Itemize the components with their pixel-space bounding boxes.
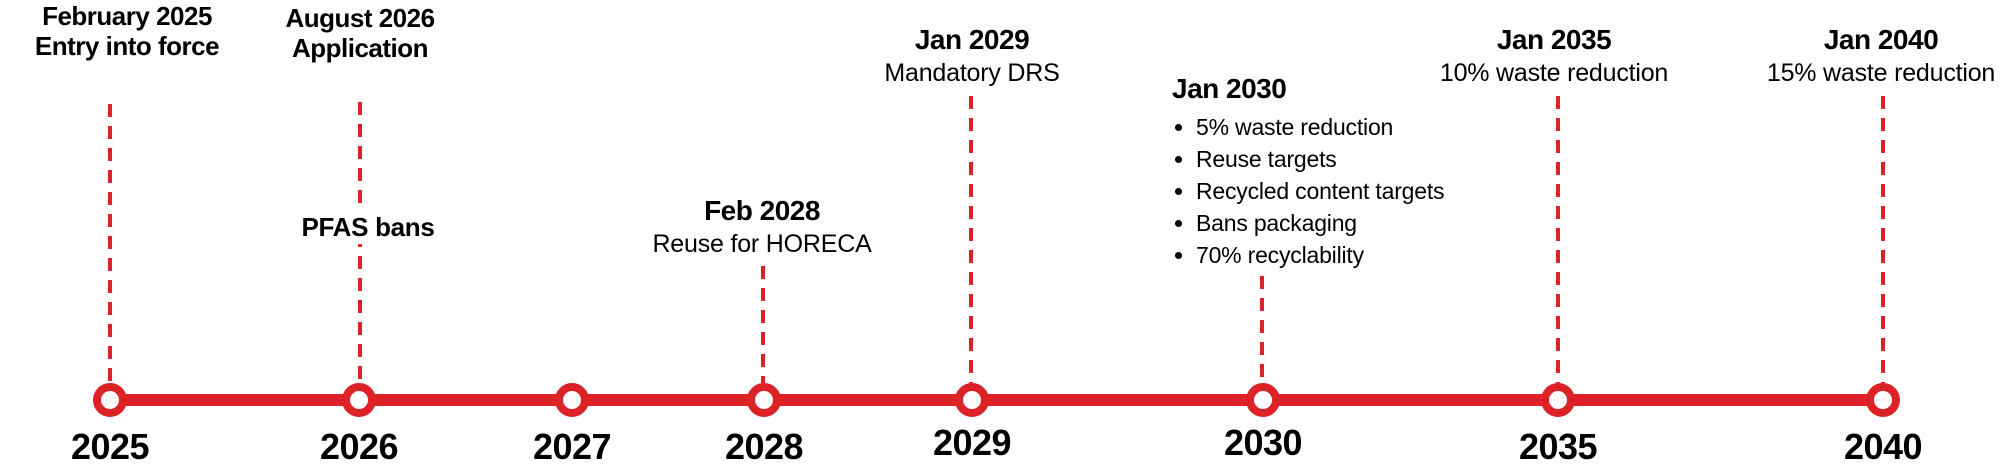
milestone-aug-2026: August 2026 Application bbox=[285, 3, 435, 63]
dashed-connector-2030 bbox=[1260, 276, 1264, 383]
milestone-jan-2029: Jan 2029 Mandatory DRS bbox=[884, 24, 1059, 87]
timeline-node-2027 bbox=[555, 383, 589, 417]
milestone-subtitle: Entry into force bbox=[34, 31, 220, 61]
milestone-title: Jan 2035 bbox=[1496, 24, 1612, 55]
year-label-2028: 2028 bbox=[724, 426, 804, 467]
year-label-2029: 2029 bbox=[932, 422, 1012, 463]
milestone-bullet-list: 5% waste reduction Reuse targets Recycle… bbox=[1172, 111, 1445, 271]
bullet-dot-icon bbox=[1175, 123, 1182, 131]
bullet-item: 5% waste reduction bbox=[1172, 111, 1444, 143]
timeline-node-2025 bbox=[93, 383, 127, 417]
bullet-label: 70% recyclability bbox=[1196, 241, 1364, 268]
dashed-connector-2025 bbox=[108, 104, 112, 383]
milestone-feb-2028: Feb 2028 Reuse for HORECA bbox=[652, 195, 871, 258]
milestone-subtitle: 15% waste reduction bbox=[1766, 59, 1996, 87]
timeline-node-2035 bbox=[1541, 383, 1575, 417]
year-label-2030: 2030 bbox=[1223, 422, 1303, 463]
bullet-label: 5% waste reduction bbox=[1196, 113, 1394, 140]
bullet-label: Reuse targets bbox=[1196, 145, 1337, 172]
year-label-2026: 2026 bbox=[319, 426, 399, 467]
timeline-node-2040 bbox=[1866, 383, 1900, 417]
milestone-title: Jan 2040 bbox=[1823, 24, 1939, 55]
bullet-item: Reuse targets bbox=[1172, 143, 1444, 175]
bullet-item: Bans packaging bbox=[1172, 207, 1444, 239]
milestone-subtitle: Reuse for HORECA bbox=[652, 230, 872, 258]
milestone-subtitle: Application bbox=[291, 33, 429, 63]
milestone-title: Feb 2028 bbox=[704, 195, 820, 226]
bullet-dot-icon bbox=[1175, 219, 1182, 227]
dashed-connector-2028 bbox=[761, 266, 765, 383]
milestone-jan-2030: Jan 2030 5% waste reduction Reuse target… bbox=[1172, 73, 1445, 271]
year-label-2025: 2025 bbox=[70, 426, 150, 467]
dashed-connector-2040 bbox=[1881, 96, 1885, 383]
pfas-bans-note: PFAS bans bbox=[293, 210, 443, 244]
bullet-item: 70% recyclability bbox=[1172, 239, 1444, 271]
year-label-2027: 2027 bbox=[532, 426, 612, 467]
bullet-label: Recycled content targets bbox=[1196, 177, 1445, 204]
milestone-title: Jan 2030 bbox=[1172, 73, 1287, 104]
bullet-dot-icon bbox=[1175, 155, 1182, 163]
bullet-dot-icon bbox=[1175, 251, 1182, 259]
milestone-title: August 2026 bbox=[285, 3, 435, 33]
bullet-label: Bans packaging bbox=[1196, 209, 1357, 236]
timeline-node-2030 bbox=[1246, 383, 1280, 417]
dashed-connector-2029 bbox=[969, 96, 973, 383]
timeline-node-2028 bbox=[747, 383, 781, 417]
milestone-jan-2040: Jan 2040 15% waste reduction bbox=[1767, 24, 1995, 87]
timeline-node-2026 bbox=[342, 383, 376, 417]
milestone-title: February 2025 bbox=[42, 1, 212, 31]
bullet-item: Recycled content targets bbox=[1172, 175, 1445, 207]
milestone-title: Jan 2029 bbox=[914, 24, 1030, 55]
timeline-axis bbox=[108, 394, 1887, 406]
year-label-2035: 2035 bbox=[1518, 426, 1598, 467]
timeline-node-2029 bbox=[955, 383, 989, 417]
milestone-jan-2035: Jan 2035 10% waste reduction bbox=[1440, 24, 1668, 87]
milestone-feb-2025: February 2025 Entry into force bbox=[34, 1, 220, 61]
dashed-connector-2035 bbox=[1556, 96, 1560, 383]
bullet-dot-icon bbox=[1175, 187, 1182, 195]
milestone-subtitle: 10% waste reduction bbox=[1439, 59, 1669, 87]
milestone-subtitle: Mandatory DRS bbox=[884, 59, 1060, 87]
year-label-2040: 2040 bbox=[1843, 426, 1923, 467]
